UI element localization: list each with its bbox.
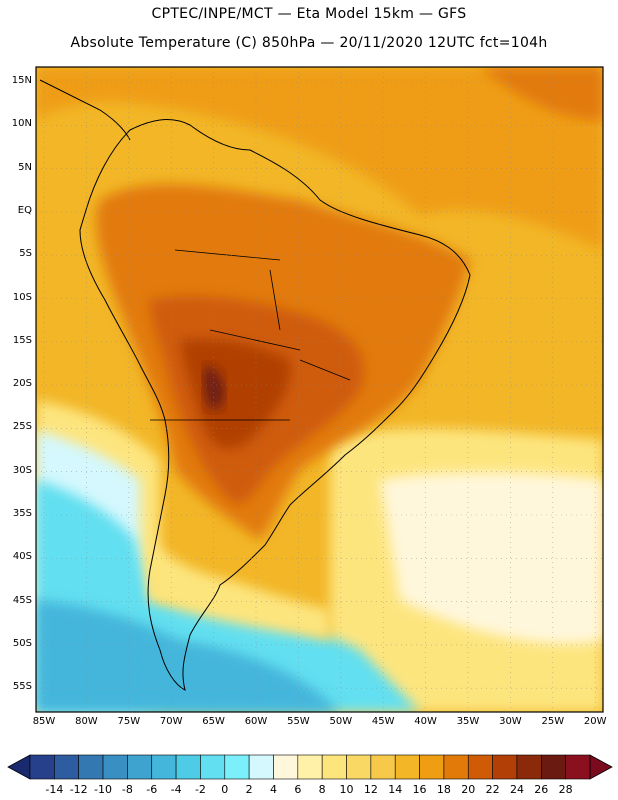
lon-label-30W: 30W: [499, 716, 522, 727]
colorbar-swatch: [297, 754, 323, 780]
lon-label-35W: 35W: [456, 716, 480, 727]
colorbar-swatch: [102, 754, 128, 780]
colorbar-label: -14: [45, 783, 64, 796]
colorbar-swatch: [29, 754, 55, 780]
lat-label-35S: 35S: [12, 508, 32, 519]
colorbar-label: 8: [318, 783, 326, 796]
colorbar-label: -2: [194, 783, 206, 796]
lat-label-20S: 20S: [12, 378, 32, 390]
colorbar-swatch: [467, 754, 493, 780]
lat-label-50S: 50S: [12, 637, 32, 649]
country-borders: [150, 249, 351, 421]
colorbar-label: 26: [534, 783, 549, 796]
warm-zone-north: [36, 67, 603, 250]
lon-label-20W: 20W: [583, 716, 607, 727]
colorbar-label: 12: [363, 783, 378, 796]
lat-label-40S: 40S: [12, 551, 32, 563]
colorbar-swatch: [565, 754, 591, 780]
lat-label-45S: 45S: [12, 594, 32, 606]
colorbar-swatch: [541, 754, 566, 780]
colder-zone-south: [36, 600, 340, 712]
lat-label-15N: 15N: [11, 75, 32, 86]
lon-label-50W: 50W: [329, 716, 353, 727]
colorbar-swatch: [346, 754, 372, 780]
colorbar-label: 6: [294, 783, 302, 796]
hottest-core: [203, 365, 225, 411]
colorbar-label: 18: [436, 783, 451, 796]
mild-zone-patagonia: [150, 540, 330, 640]
lat-label-30S: 30S: [12, 464, 32, 476]
lat-label-10N: 10N: [11, 118, 32, 130]
colorbar-label: 10: [339, 783, 354, 796]
colorbar-label: -10: [94, 783, 113, 796]
colorbar-label: -12: [69, 783, 88, 796]
colorbar-label: -8: [121, 783, 133, 796]
lat-label-EQ: EQ: [17, 204, 32, 216]
lat-label-55S: 55S: [12, 681, 32, 693]
lon-label-85W: 85W: [32, 716, 56, 727]
lon-label-80W: 80W: [75, 716, 98, 727]
lat-label-25S: 25S: [12, 421, 32, 433]
lat-label-15S: 15S: [12, 334, 32, 346]
lon-label-40W: 40W: [414, 716, 437, 727]
colorbar-swatch: [78, 754, 104, 780]
colorbar-swatch: [394, 754, 420, 780]
colorbar-under-arrow: [7, 754, 31, 780]
lon-label-25W: 25W: [541, 716, 565, 727]
colorbar-swatch: [200, 754, 226, 780]
colorbar-label: 2: [245, 783, 253, 796]
colorbar-swatch: [248, 754, 274, 780]
map-frame: [35, 66, 604, 713]
chart-title-line2: Absolute Temperature (C) 850hPa — 20/11/…: [70, 35, 548, 51]
colorbar-swatch: [370, 754, 396, 780]
lon-label-45W: 45W: [371, 716, 395, 727]
south-america-outline: [79, 119, 471, 691]
colorbar-swatch: [419, 754, 445, 780]
chart-title-line1: CPTEC/INPE/MCT — Eta Model 15km — GFS: [151, 6, 467, 22]
colorbar-label: 20: [461, 783, 476, 796]
lon-label-60W: 60W: [244, 716, 268, 727]
colorbar-swatch: [127, 754, 153, 780]
colorbar-swatch: [516, 754, 542, 780]
colorbar-swatch: [443, 754, 469, 780]
colorbar-label: -4: [170, 783, 182, 796]
lat-label-10S: 10S: [12, 291, 32, 303]
colorbar-label: -6: [146, 783, 158, 796]
colorbar-label: 4: [269, 783, 277, 796]
colorbar: [7, 754, 613, 780]
colorbar-swatch: [224, 754, 250, 780]
lat-label-5S: 5S: [19, 248, 32, 260]
colorbar-label: 0: [221, 783, 229, 796]
colorbar-swatch: [151, 754, 177, 780]
lon-label-65W: 65W: [202, 716, 225, 727]
lon-label-55W: 55W: [287, 716, 310, 727]
colorbar-swatch: [175, 754, 201, 780]
colorbar-swatch: [54, 754, 79, 780]
colorbar-swatch: [273, 754, 299, 780]
lon-label-75W: 75W: [117, 716, 141, 727]
colorbar-label: 28: [558, 783, 573, 796]
colorbar-swatch: [321, 754, 347, 780]
colorbar-label: 14: [388, 783, 403, 796]
central-america-coast: [39, 79, 131, 141]
colorbar-over-arrow: [589, 754, 613, 780]
coastlines: [39, 79, 471, 691]
colorbar-label: 22: [485, 783, 500, 796]
lat-label-5N: 5N: [18, 161, 32, 173]
colorbar-label: 24: [509, 783, 524, 796]
colorbar-label: 16: [412, 783, 427, 796]
colorbar-swatch: [492, 754, 518, 780]
lon-label-70W: 70W: [159, 716, 183, 727]
warm-zone-caribbean: [480, 67, 603, 120]
